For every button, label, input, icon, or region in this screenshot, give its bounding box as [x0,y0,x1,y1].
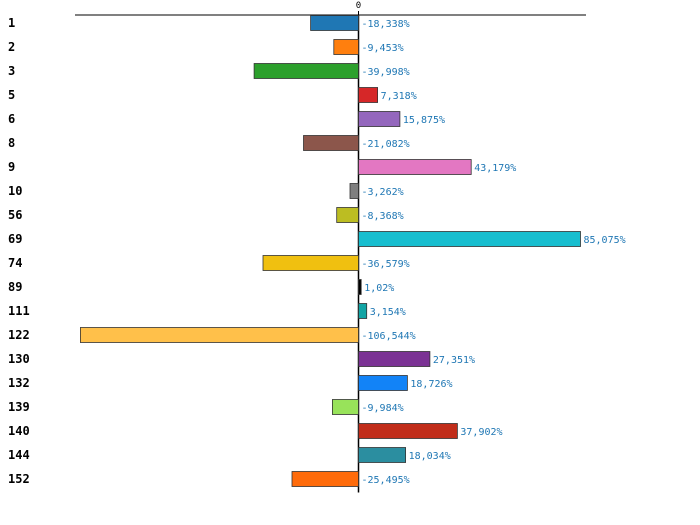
value-label: 18,034% [409,451,451,462]
bar-111 [358,303,368,319]
bar-144 [358,447,406,463]
value-label: 3,154% [370,307,406,318]
category-label: 69 [8,232,22,246]
value-label: 7,318% [381,91,417,102]
bar-1 [310,15,359,31]
value-label: 15,875% [403,115,445,126]
value-labels: -18,338% -9,453% -39,998% 7,318% 15,875% -21,… [362,19,626,486]
value-label: -18,338% [362,19,410,30]
bars-group [80,15,581,487]
bar-8 [303,135,359,151]
bar-10 [349,183,359,199]
category-label: 5 [8,88,15,102]
value-label: 27,351% [433,355,475,366]
bar-130 [358,351,431,367]
category-label: 1 [8,16,15,30]
value-label: -3,262% [362,187,404,198]
bar-6 [358,111,401,127]
bar-5 [358,87,379,103]
category-label: 130 [8,352,30,366]
bar-69 [358,231,581,247]
value-label: -36,579% [362,259,410,270]
bar-152 [291,471,359,487]
category-label: 3 [8,64,15,78]
category-label: 8 [8,136,15,150]
category-label: 144 [8,448,30,462]
category-label: 10 [8,184,22,198]
category-label: 140 [8,424,30,438]
value-label: 18,726% [410,379,452,390]
value-label: -9,984% [362,403,404,414]
category-label: 111 [8,304,30,318]
zero-tick-label: 0 [356,1,361,11]
category-label: 122 [8,328,30,342]
value-label: 85,075% [584,235,626,246]
bar-122 [80,327,359,343]
bar-3 [253,63,359,79]
category-label: 152 [8,472,30,486]
category-label: 89 [8,280,22,294]
bar-74 [262,255,359,271]
value-label: -106,544% [362,331,416,342]
category-label: 139 [8,400,30,414]
bar-56 [336,207,359,223]
value-label: -21,082% [362,139,410,150]
category-label: 132 [8,376,30,390]
category-label: 6 [8,112,15,126]
value-label: -9,453% [362,43,404,54]
category-label: 2 [8,40,15,54]
category-label: 9 [8,160,15,174]
bar-132 [358,375,408,391]
category-label: 74 [8,256,22,270]
value-label: 1,02% [364,283,394,294]
value-label: -39,998% [362,67,410,78]
value-label: 43,179% [474,163,516,174]
bar-9 [358,159,472,175]
value-label: -25,495% [362,475,410,486]
category-label: 56 [8,208,22,222]
category-labels: 1235689105669748911112213013213914014415… [8,16,30,486]
value-label: -8,368% [362,211,404,222]
value-label: 37,902% [460,427,502,438]
bar-2 [333,39,359,55]
bar-140 [358,423,458,439]
bar-139 [331,399,359,415]
bar-89 [358,279,362,295]
